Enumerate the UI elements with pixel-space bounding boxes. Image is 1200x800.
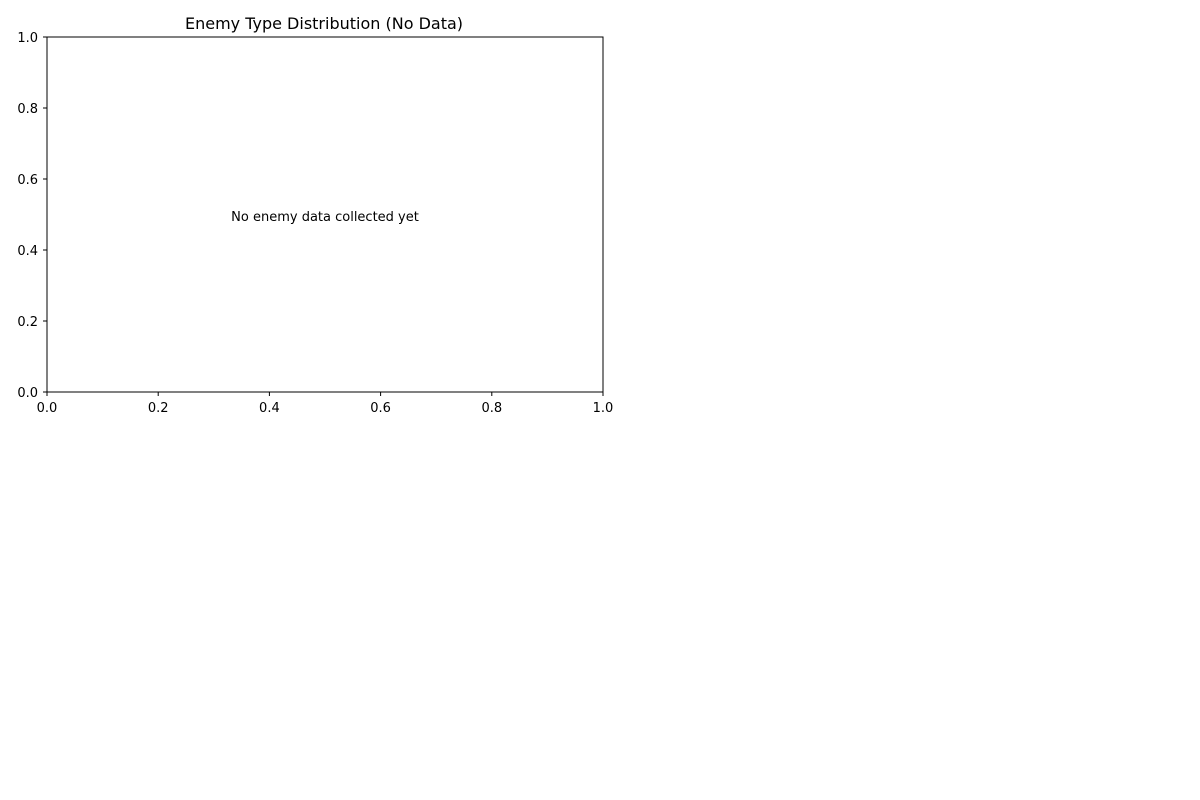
x-tick-label: 0.6 <box>370 401 391 416</box>
x-tick-label: 1.0 <box>593 401 614 416</box>
y-tick-label: 0.8 <box>17 102 38 117</box>
axes: 0.0 0.2 0.4 0.6 0.8 1.0 0.0 0.2 0.4 0.6 0.8 1.0 <box>17 31 613 416</box>
plot-area-frame <box>46 36 604 393</box>
y-tick-label: 0.4 <box>17 244 38 259</box>
x-tick-label: 0.0 <box>37 401 58 416</box>
y-tick-label: 0.0 <box>17 386 38 401</box>
x-tick-label: 0.2 <box>148 401 169 416</box>
x-tick-label: 0.8 <box>481 401 502 416</box>
y-tick-label: 0.6 <box>17 173 38 188</box>
y-tick-label: 0.2 <box>17 315 38 330</box>
no-data-annotation: No enemy data collected yet <box>231 210 419 225</box>
x-axis-ticks: 0.0 0.2 0.4 0.6 0.8 1.0 <box>37 392 614 416</box>
y-axis-ticks: 0.0 0.2 0.4 0.6 0.8 1.0 <box>17 31 47 401</box>
chart-title: Enemy Type Distribution (No Data) <box>185 14 463 33</box>
y-tick-label: 1.0 <box>17 31 38 46</box>
x-tick-label: 0.4 <box>259 401 280 416</box>
